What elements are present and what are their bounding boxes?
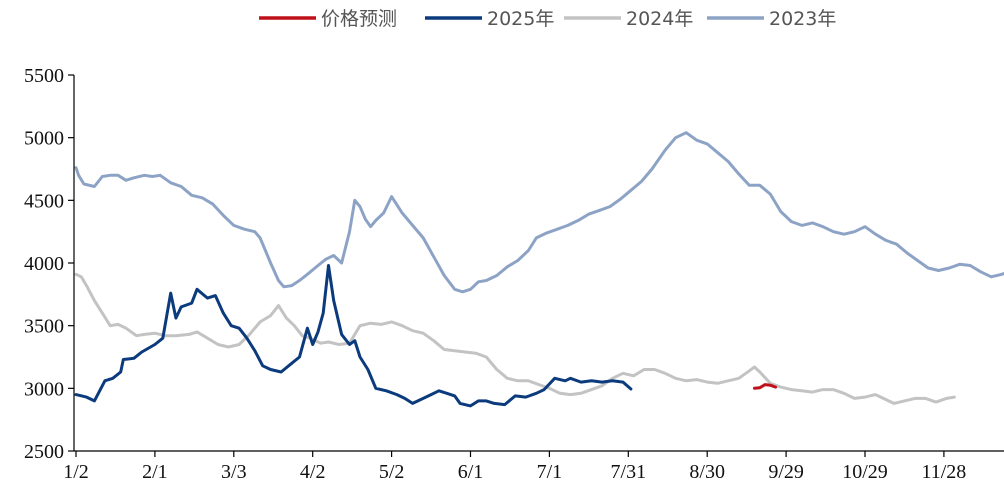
x-tick-label: 5/2 <box>379 461 405 483</box>
x-axis-ticks: 1/2 2/1 3/3 4/2 5/2 6/1 7/1 7/31 8/30 9/29 10/29 11… <box>63 451 966 483</box>
series-line-2025 <box>74 264 633 408</box>
x-tick-label: 7/31 <box>611 461 647 483</box>
x-tick-label: 10/29 <box>842 461 888 483</box>
legend: 价格预测 2025年 2024年 2023年 <box>259 8 836 30</box>
series-line-forecast <box>753 383 778 390</box>
legend-item-forecast: 价格预测 <box>259 8 397 30</box>
plot-area <box>74 131 1004 408</box>
legend-label: 价格预测 <box>321 8 397 30</box>
legend-item-2023: 2023年 <box>707 8 836 30</box>
x-tick-label: 2/1 <box>142 461 168 483</box>
x-tick-label: 6/1 <box>458 461 484 483</box>
legend-label: 2025年 <box>487 8 554 30</box>
y-tick-label: 5000 <box>24 128 64 150</box>
y-tick-label: 4500 <box>24 190 64 212</box>
legend-item-2024: 2024年 <box>564 8 693 30</box>
y-tick-label: 2500 <box>24 441 64 463</box>
x-tick-label: 4/2 <box>300 461 326 483</box>
y-tick-label: 3500 <box>24 316 64 338</box>
x-tick-label: 11/28 <box>921 461 966 483</box>
x-tick-label: 9/29 <box>768 461 804 483</box>
legend-label: 2023年 <box>769 8 836 30</box>
x-tick-label: 7/1 <box>537 461 563 483</box>
y-tick-label: 4000 <box>24 253 64 275</box>
x-tick-label: 3/3 <box>221 461 247 483</box>
y-axis-ticks: 2500 3000 3500 4000 4500 5000 5500 <box>24 65 74 463</box>
series-line-2023 <box>74 131 1004 294</box>
y-tick-label: 5500 <box>24 65 64 87</box>
x-tick-label: 8/30 <box>689 461 725 483</box>
series-line-2024 <box>74 272 956 405</box>
x-tick-label: 1/2 <box>63 461 89 483</box>
legend-label: 2024年 <box>626 8 693 30</box>
y-tick-label: 3000 <box>24 378 64 400</box>
legend-item-2025: 2025年 <box>425 8 554 30</box>
